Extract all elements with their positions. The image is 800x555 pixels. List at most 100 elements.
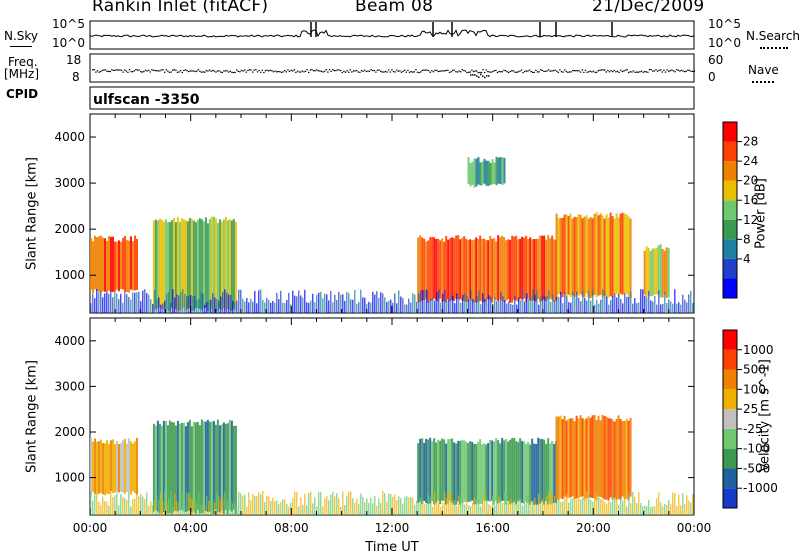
heatmap-cell bbox=[120, 443, 122, 492]
heatmap-cell bbox=[557, 416, 560, 500]
freq-point bbox=[549, 70, 551, 72]
heatmap-cell bbox=[360, 493, 362, 515]
heatmap-cell bbox=[118, 240, 120, 292]
heatmap-cell bbox=[228, 294, 230, 313]
heatmap-cell bbox=[230, 220, 233, 312]
heatmap-cell bbox=[498, 496, 500, 515]
heatmap-cell bbox=[471, 441, 474, 501]
heatmap-cell bbox=[228, 419, 231, 510]
heatmap-cell bbox=[116, 493, 118, 515]
freq-point bbox=[688, 69, 691, 71]
heatmap-cell bbox=[613, 218, 616, 295]
heatmap-cell bbox=[488, 295, 490, 313]
heatmap-cell bbox=[288, 506, 290, 515]
heatmap-cell bbox=[435, 239, 438, 301]
freq-point bbox=[143, 70, 145, 73]
heatmap-cell bbox=[170, 421, 173, 515]
heatmap-cell bbox=[450, 294, 452, 313]
freq-point bbox=[482, 69, 484, 71]
heatmap-cell bbox=[110, 291, 112, 313]
heatmap-cell bbox=[306, 302, 308, 313]
heatmap-cell bbox=[210, 421, 213, 514]
heatmap-cell bbox=[142, 290, 144, 313]
heatmap-cell bbox=[520, 300, 522, 313]
heatmap-cell bbox=[234, 302, 236, 313]
y-tick-label: 2000 bbox=[54, 425, 85, 439]
freq-point bbox=[642, 71, 644, 73]
heatmap-cell bbox=[174, 493, 176, 515]
heatmap-cell bbox=[368, 502, 370, 515]
freq-point bbox=[160, 69, 163, 71]
heatmap-cell bbox=[208, 421, 211, 512]
freq-point bbox=[234, 71, 236, 74]
freq-point bbox=[351, 71, 353, 73]
heatmap-cell bbox=[570, 302, 572, 313]
freq-point bbox=[103, 69, 105, 71]
freq-point bbox=[458, 70, 460, 72]
freq-point bbox=[517, 71, 519, 73]
heatmap-cell bbox=[499, 237, 502, 300]
heatmap-cell bbox=[314, 302, 316, 313]
heatmap-cell bbox=[590, 499, 592, 515]
heatmap-cell bbox=[449, 439, 452, 501]
heatmap-cell bbox=[160, 425, 163, 514]
freq-point bbox=[210, 70, 212, 72]
freq-point bbox=[226, 70, 228, 72]
heatmap-cell bbox=[577, 418, 580, 498]
heatmap-cell bbox=[100, 291, 102, 313]
heatmap-cell bbox=[554, 300, 556, 313]
heatmap-cell bbox=[599, 420, 602, 498]
freq-point bbox=[184, 69, 187, 71]
heatmap-cell bbox=[473, 239, 476, 303]
freq-point bbox=[616, 70, 619, 72]
heatmap-cell bbox=[408, 497, 410, 515]
freq-label: Freq. bbox=[8, 55, 38, 69]
velocity-ylabel: Slant Range [km] bbox=[24, 360, 40, 473]
heatmap-cell bbox=[210, 299, 212, 313]
heatmap-cell bbox=[420, 497, 422, 515]
freq-point bbox=[460, 71, 462, 73]
heatmap-cell bbox=[666, 505, 668, 515]
heatmap-cell bbox=[651, 248, 654, 296]
freq-point bbox=[279, 71, 281, 73]
freq-point bbox=[629, 71, 631, 73]
heatmap-cell bbox=[541, 235, 544, 301]
freq-right-tick-top: 60 bbox=[708, 53, 724, 67]
freq-point bbox=[173, 69, 175, 71]
heatmap-cell bbox=[102, 237, 104, 292]
freq-point bbox=[124, 69, 126, 71]
heatmap-cell bbox=[172, 289, 174, 313]
heatmap-cell bbox=[200, 504, 202, 515]
freq-point bbox=[364, 69, 366, 71]
freq-point bbox=[341, 71, 343, 74]
heatmap-cell bbox=[453, 237, 456, 301]
freq-point bbox=[610, 70, 612, 72]
heatmap-cell bbox=[300, 295, 302, 313]
heatmap-cell bbox=[601, 414, 604, 499]
heatmap-cell bbox=[136, 292, 138, 313]
heatmap-cell bbox=[264, 302, 266, 313]
heatmap-cell bbox=[428, 494, 430, 515]
heatmap-cell bbox=[94, 438, 96, 495]
heatmap-cell bbox=[126, 443, 128, 492]
heatmap-cell bbox=[686, 495, 688, 515]
heatmap-cell bbox=[605, 416, 608, 500]
heatmap-cell bbox=[574, 498, 576, 515]
heatmap-cell bbox=[585, 215, 588, 294]
heatmap-cell bbox=[517, 239, 520, 302]
heatmap-cell bbox=[376, 505, 378, 515]
heatmap-cell bbox=[348, 293, 350, 313]
heatmap-cell bbox=[214, 218, 217, 312]
colorbar-swatch bbox=[723, 488, 737, 508]
freq-point bbox=[535, 69, 537, 71]
heatmap-cell bbox=[202, 293, 204, 313]
freq-point bbox=[332, 69, 334, 71]
heatmap-cell bbox=[676, 506, 678, 515]
heatmap-cell bbox=[558, 296, 560, 313]
freq-point bbox=[636, 71, 638, 73]
heatmap-cell bbox=[621, 212, 624, 295]
heatmap-cell bbox=[128, 240, 130, 293]
heatmap-cell bbox=[186, 422, 189, 512]
heatmap-cell bbox=[124, 292, 126, 313]
freq-point bbox=[136, 69, 139, 71]
